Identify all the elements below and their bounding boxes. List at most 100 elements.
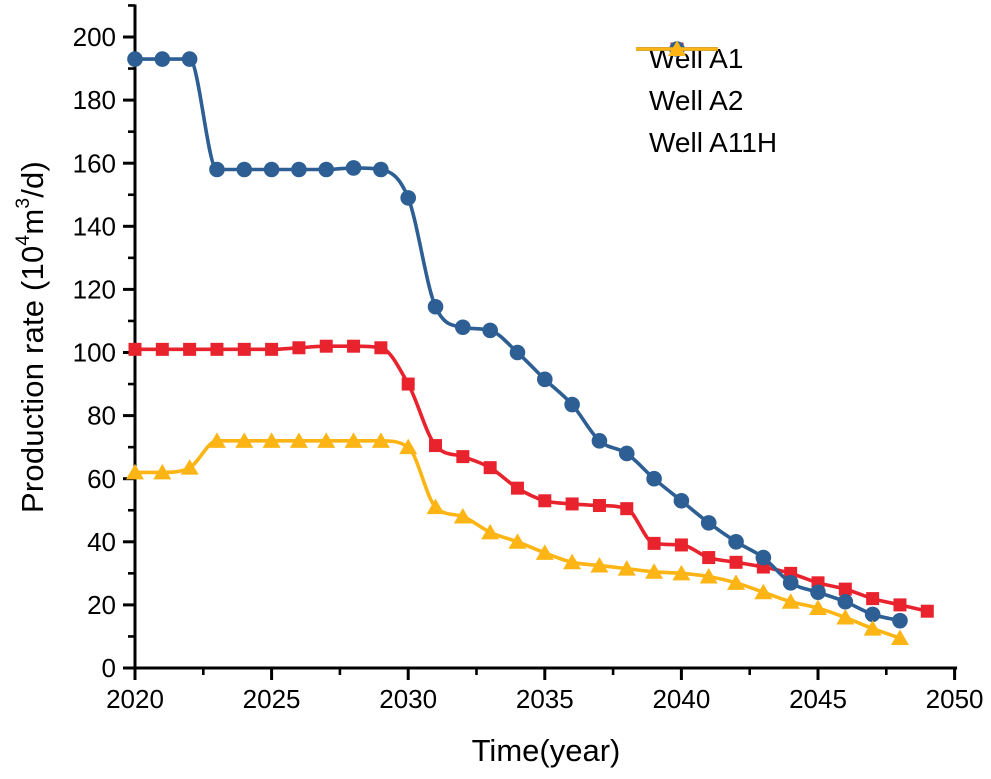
triangle-marker	[481, 523, 500, 540]
square-marker	[510, 481, 524, 495]
circle-marker	[837, 593, 854, 610]
y-tick-label-160: 160	[73, 148, 116, 178]
y-tick-label-140: 140	[73, 211, 116, 241]
square-marker	[401, 377, 415, 391]
series-well-a11h	[126, 432, 909, 646]
square-marker	[128, 342, 142, 356]
y-tick-label-20: 20	[87, 590, 116, 620]
y-tick-label-60: 60	[87, 464, 116, 494]
circle-marker	[810, 584, 826, 601]
circle-marker	[591, 433, 608, 449]
y-tick-label-180: 180	[73, 85, 116, 115]
triangle-marker	[317, 432, 336, 448]
series-well-a2	[127, 51, 908, 629]
circle-marker	[400, 190, 417, 206]
x-tick-label-2025: 2025	[243, 684, 301, 714]
circle-marker	[728, 534, 744, 550]
series-markers-well-a1	[128, 339, 934, 618]
square-marker	[893, 598, 907, 612]
triangle-marker	[836, 609, 855, 625]
y-tick-label-40: 40	[87, 527, 116, 557]
square-marker	[647, 536, 661, 550]
triangle-marker	[863, 620, 882, 636]
circle-marker	[564, 396, 580, 413]
circle-marker	[755, 549, 772, 566]
triangle-marker	[262, 432, 281, 448]
square-marker	[237, 342, 251, 356]
triangle-marker	[890, 629, 909, 646]
square-marker	[866, 592, 880, 606]
triangle-marker	[563, 553, 582, 570]
triangle-marker	[590, 556, 609, 573]
square-marker	[374, 341, 388, 355]
square-marker	[429, 439, 443, 453]
square-marker	[292, 341, 306, 355]
circle-marker	[209, 161, 225, 178]
circle-marker	[673, 492, 690, 509]
legend-item-well-a2: Well A2	[636, 41, 777, 122]
square-marker	[538, 494, 552, 508]
square-marker	[183, 342, 197, 356]
legend-label-well-a2: Well A2	[649, 85, 744, 116]
square-marker	[265, 342, 279, 356]
triangle-marker	[672, 564, 691, 581]
circle-marker	[646, 470, 662, 487]
triangle-marker	[508, 533, 527, 549]
legend-triangle-marker-icon	[636, 40, 718, 56]
series-markers-well-a11h	[126, 432, 909, 646]
circle-marker	[291, 161, 307, 178]
triangle-marker	[699, 568, 718, 584]
y-axis-title-sup3: 3	[12, 197, 34, 209]
series-markers-well-a2	[127, 51, 908, 629]
x-tick-label-2045: 2045	[789, 684, 847, 714]
y-tick-label-80: 80	[87, 401, 116, 431]
triangle-marker	[289, 432, 308, 448]
y-tick-label-120: 120	[73, 275, 116, 305]
triangle-marker	[754, 583, 773, 600]
circle-marker	[127, 51, 143, 67]
x-tick-label-2050: 2050	[926, 684, 984, 714]
y-axis-title-sup4: 4	[12, 234, 34, 246]
circle-marker	[482, 322, 498, 339]
circle-marker	[537, 371, 553, 388]
circle-marker	[509, 344, 526, 361]
square-marker	[702, 551, 716, 565]
axes: 2020 2025 2030 2035 2040 2045 2050020406080100…	[73, 4, 984, 714]
legend-triangle-marker	[668, 40, 686, 56]
chart-legend: Well A1 Well A2 Well A11H	[636, 38, 777, 164]
legend-label-well-a11h: Well A11H	[649, 127, 778, 158]
triangle-marker	[235, 432, 254, 448]
square-marker	[483, 461, 497, 475]
square-marker	[838, 582, 852, 596]
triangle-marker	[153, 463, 172, 480]
legend-item-well-a11h: Well A11H	[636, 40, 778, 164]
square-marker	[592, 499, 606, 513]
y-tick-label-200: 200	[73, 22, 116, 52]
triangle-marker	[645, 563, 664, 579]
circle-marker	[427, 298, 444, 315]
circle-marker	[618, 445, 635, 462]
y-tick-label-100: 100	[73, 338, 116, 368]
triangle-marker	[126, 463, 144, 480]
triangle-marker	[809, 599, 827, 616]
series-line-well-a1	[133, 344, 930, 614]
square-marker	[674, 538, 688, 552]
y-axis-title-unit: m	[15, 208, 50, 235]
circle-marker	[373, 161, 389, 178]
triangle-marker	[727, 574, 746, 590]
triangle-marker	[207, 432, 226, 448]
circle-marker	[154, 51, 171, 67]
x-tick-label-2030: 2030	[379, 684, 437, 714]
series-well-a1	[128, 339, 934, 618]
triangle-marker	[535, 544, 554, 560]
x-tick-label-2035: 2035	[516, 684, 574, 714]
circle-marker	[263, 161, 280, 178]
triangle-marker	[371, 432, 390, 448]
triangle-marker	[344, 432, 363, 448]
square-marker	[620, 502, 634, 516]
square-marker	[456, 450, 470, 464]
triangle-marker	[180, 459, 199, 475]
x-tick-label-2020: 2020	[106, 684, 164, 714]
y-axis-title: Production rate (104m3/d)	[12, 161, 51, 513]
